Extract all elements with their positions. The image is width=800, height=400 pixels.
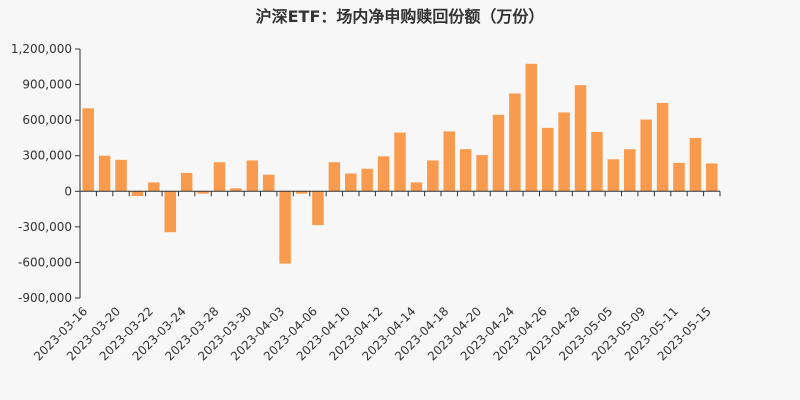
bar[interactable] — [525, 63, 538, 192]
bar[interactable] — [656, 102, 669, 192]
bar[interactable] — [148, 182, 160, 192]
bar[interactable] — [640, 119, 652, 192]
chart-title: 沪深ETF：场内净申购赎回份额（万份） — [256, 7, 545, 26]
y-tick-label: 900,000 — [22, 78, 72, 92]
bar[interactable] — [164, 191, 176, 233]
bar[interactable] — [295, 191, 308, 194]
bar[interactable] — [230, 188, 242, 192]
bar[interactable] — [262, 174, 275, 192]
y-tick-label: 1,200,000 — [11, 42, 72, 56]
bar[interactable] — [541, 127, 554, 192]
bar[interactable] — [180, 172, 193, 192]
bar[interactable] — [394, 132, 406, 192]
bar[interactable] — [246, 160, 259, 192]
bars — [82, 63, 718, 264]
y-tick-label: -300,000 — [18, 220, 72, 234]
y-tick-label: -600,000 — [18, 255, 72, 269]
bar[interactable] — [509, 93, 521, 192]
bar[interactable] — [328, 162, 341, 192]
bar[interactable] — [197, 191, 209, 194]
bar[interactable] — [607, 159, 620, 192]
y-axis: -900,000 -600,000 -300,000 0 300,000 600,000 9… — [11, 42, 81, 305]
bar[interactable] — [82, 108, 94, 192]
bar[interactable] — [443, 131, 455, 192]
bar[interactable] — [706, 163, 718, 192]
bar[interactable] — [279, 191, 291, 264]
y-tick-label: 600,000 — [22, 113, 72, 127]
bar[interactable] — [312, 191, 324, 226]
bar[interactable] — [459, 149, 472, 192]
bar[interactable] — [574, 85, 587, 192]
bar[interactable] — [115, 159, 127, 192]
bar[interactable] — [131, 191, 144, 197]
bar[interactable] — [476, 155, 488, 192]
y-tick-label: -900,000 — [18, 291, 72, 305]
bar[interactable] — [377, 156, 390, 192]
bar[interactable] — [410, 182, 423, 192]
bar[interactable] — [361, 168, 373, 192]
bar[interactable] — [624, 149, 636, 192]
bar[interactable] — [673, 162, 685, 192]
y-tick-label: 0 — [64, 184, 72, 198]
bar[interactable] — [689, 137, 702, 192]
y-tick-label: 300,000 — [22, 149, 72, 163]
x-axis: 2023-03-162023-03-202023-03-222023-03-24… — [31, 190, 721, 363]
bar[interactable] — [492, 114, 505, 192]
bar[interactable] — [558, 112, 570, 192]
bar[interactable] — [345, 173, 357, 192]
bar[interactable] — [427, 160, 439, 192]
bar[interactable] — [213, 162, 226, 192]
bar[interactable] — [98, 155, 111, 192]
bar[interactable] — [591, 132, 603, 192]
